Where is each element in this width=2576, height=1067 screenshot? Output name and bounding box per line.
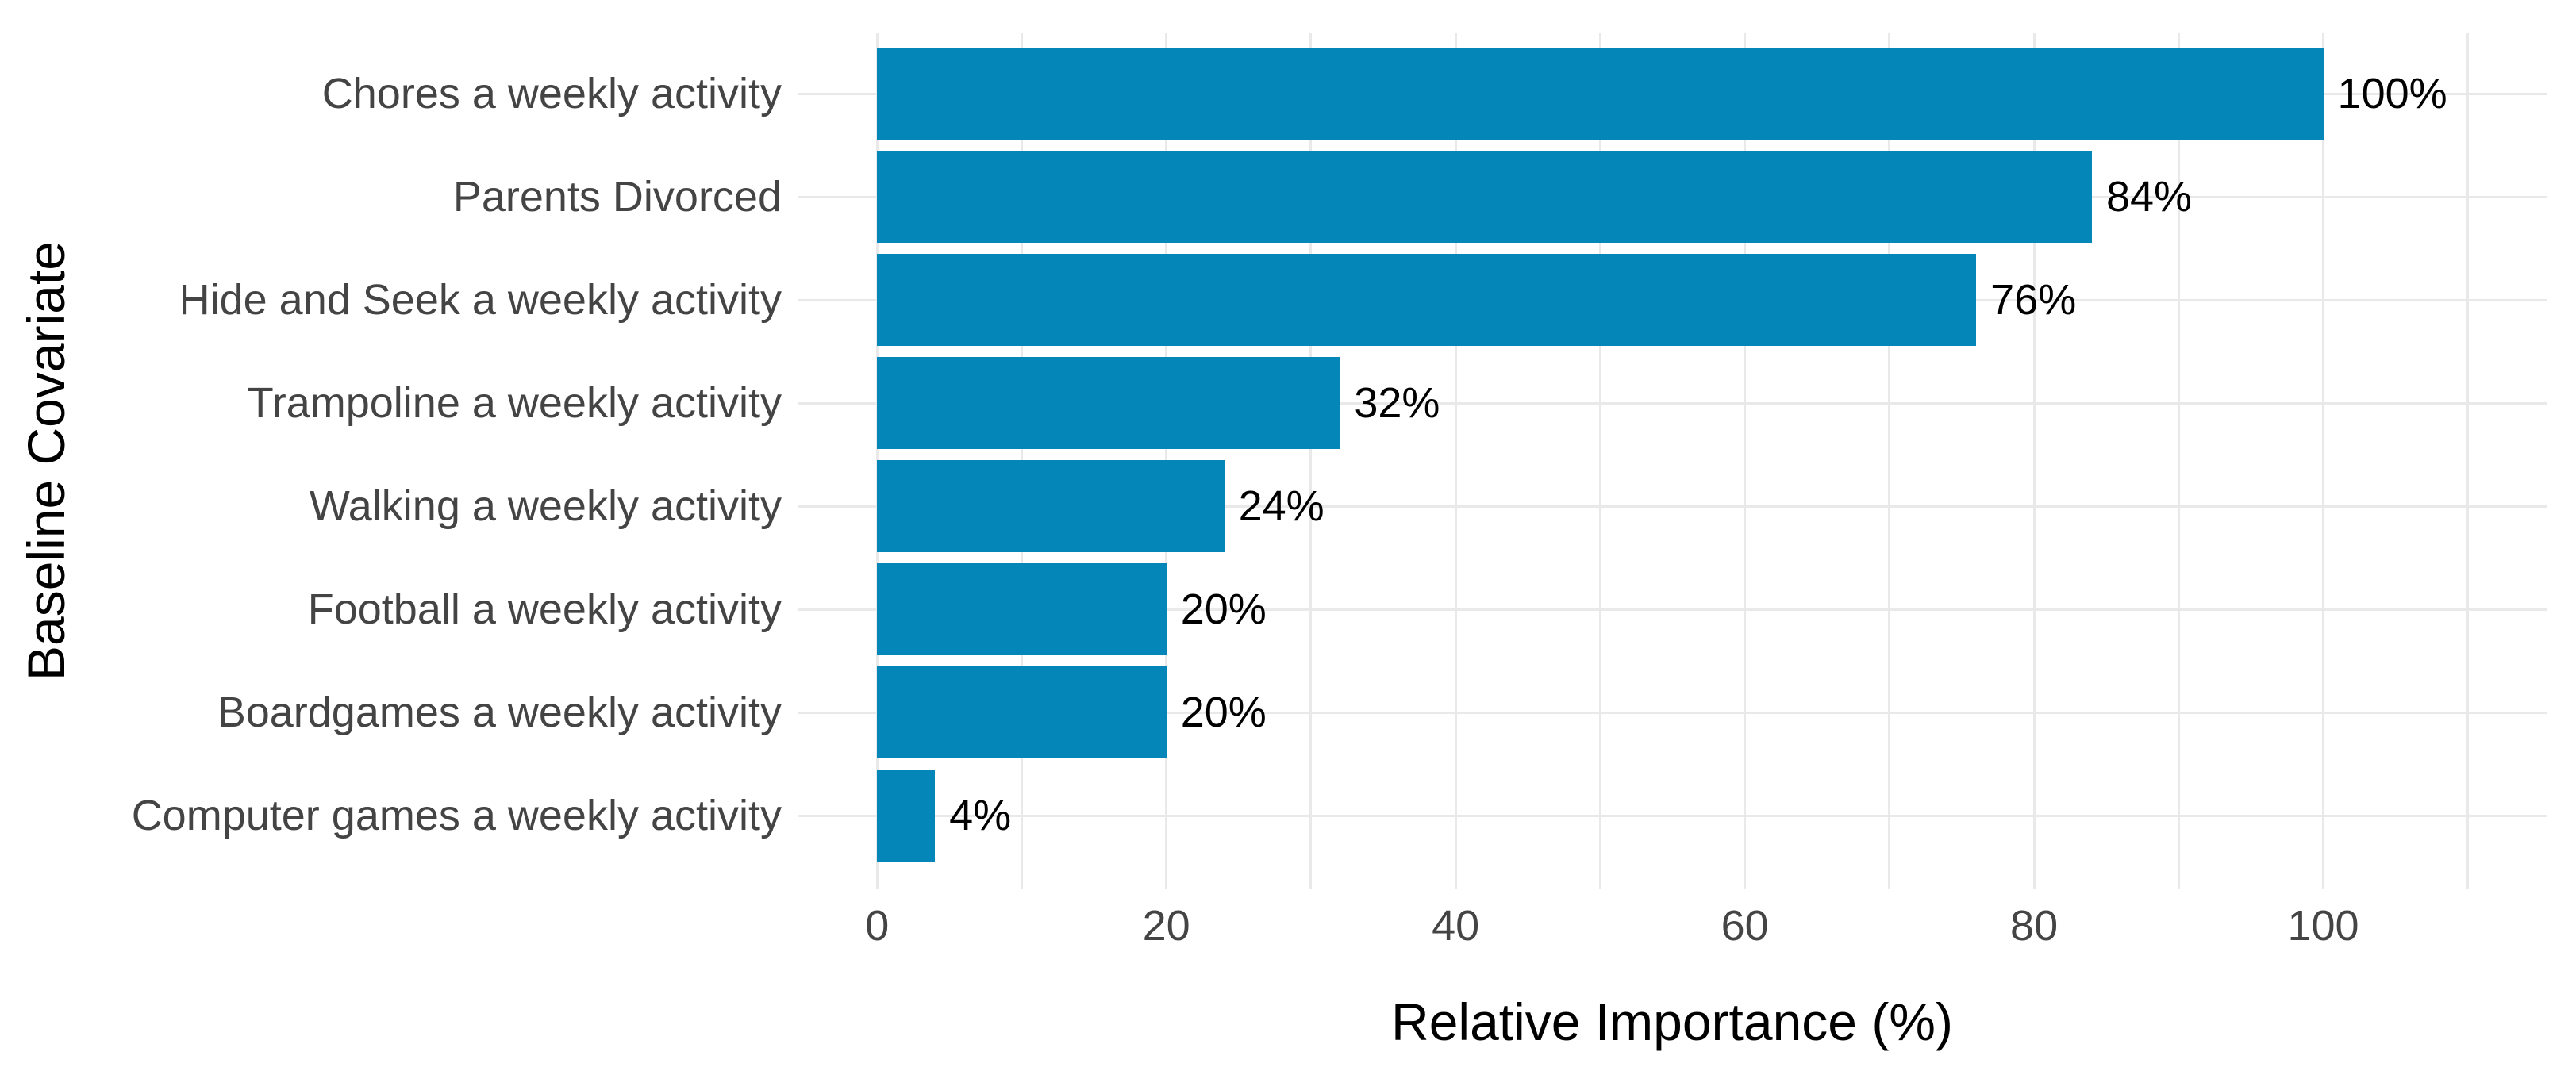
bar-value-label: 4%: [949, 792, 1012, 839]
category-label: Hide and Seek a weekly activity: [179, 276, 782, 324]
vertical-gridline: [2032, 33, 2036, 889]
x-tick-label: 0: [865, 902, 890, 950]
bar-value-label: 20%: [1180, 689, 1267, 736]
horizontal-gridline: [798, 505, 2547, 508]
category-label: Boardgames a weekly activity: [217, 689, 782, 736]
x-tick-label: 20: [1142, 902, 1190, 950]
bar-value-label: 20%: [1180, 585, 1267, 633]
x-axis-title: Relative Importance (%): [1391, 992, 1953, 1051]
vertical-gridline: [1598, 33, 1601, 889]
vertical-gridline: [1888, 33, 1891, 889]
horizontal-gridline: [798, 814, 2547, 817]
category-label: Trampoline a weekly activity: [247, 379, 782, 427]
bar-value-label: 32%: [1354, 379, 1440, 427]
category-label: Football a weekly activity: [307, 585, 782, 633]
bar: [877, 254, 1977, 346]
vertical-gridline: [2322, 33, 2325, 889]
vertical-gridline: [1309, 33, 1313, 889]
x-tick-label: 40: [1432, 902, 1480, 950]
horizontal-gridline: [798, 608, 2547, 611]
bar: [877, 460, 1225, 552]
bar: [877, 563, 1167, 655]
category-label: Walking a weekly activity: [309, 482, 782, 530]
category-label: Computer games a weekly activity: [131, 792, 782, 839]
bar-value-label: 84%: [2105, 173, 2193, 221]
vertical-gridline: [1744, 33, 1747, 889]
horizontal-gridline: [798, 401, 2547, 405]
vertical-gridline: [2466, 33, 2470, 889]
x-tick-label: 100: [2287, 902, 2359, 950]
x-tick-label: 80: [2010, 902, 2059, 950]
y-axis-title: Baseline Covariate: [17, 241, 75, 681]
bar-value-label: 100%: [2337, 70, 2447, 117]
horizontal-gridline: [798, 711, 2547, 714]
bar: [877, 770, 936, 862]
x-tick-label: 60: [1721, 902, 1769, 950]
bar-value-label: 76%: [1990, 276, 2077, 324]
bar: [877, 666, 1167, 758]
bar: [877, 357, 1340, 449]
plot-panel: 100% 84% 76% 32% 24% 20% 20% 4%: [798, 33, 2547, 889]
vertical-gridline: [1454, 33, 1457, 889]
vertical-gridline: [2177, 33, 2180, 889]
bar: [877, 151, 2092, 243]
bar-value-label: 24%: [1238, 482, 1325, 530]
category-label: Chores a weekly activity: [321, 70, 782, 117]
category-label: Parents Divorced: [452, 173, 782, 221]
bar: [877, 48, 2324, 140]
